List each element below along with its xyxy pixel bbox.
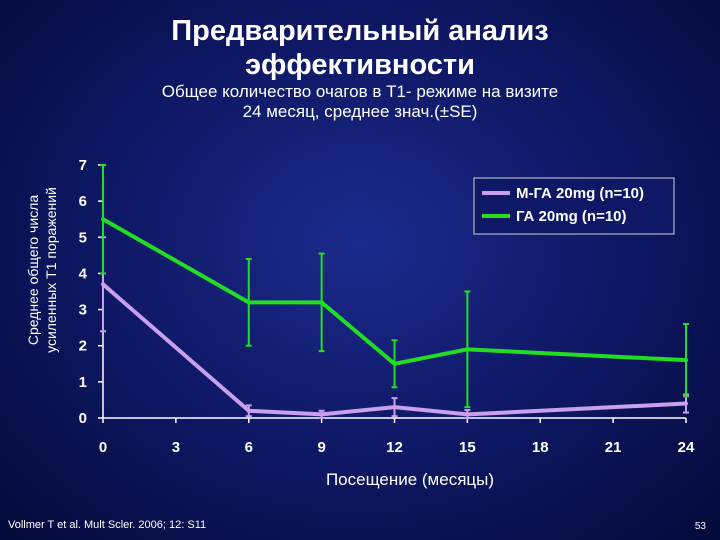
- y-tick-label: 4: [79, 265, 88, 282]
- title-line-2: эффективности: [245, 49, 475, 81]
- x-tick-label: 0: [99, 439, 107, 456]
- subtitle-line-1: Общее количество очагов в Т1- режиме на …: [161, 82, 559, 101]
- data-point: [465, 412, 470, 417]
- y-axis-label-line-2: усиленных Т1 поражений: [43, 187, 59, 353]
- series-line-2: [102, 217, 687, 366]
- subtitle-line-2: 24 месяц, среднее знач.(±SE): [242, 102, 478, 121]
- series-line-1: [101, 282, 687, 417]
- y-tick-label: 1: [79, 374, 87, 391]
- y-tick-label: 5: [79, 229, 87, 246]
- legend-label-2: ГА 20mg (n=10): [516, 208, 627, 225]
- data-point: [684, 358, 688, 363]
- data-point: [392, 361, 397, 366]
- chart-subtitle: Общее количество очагов в Т1- режиме на …: [90, 82, 630, 122]
- data-point: [246, 408, 251, 413]
- y-tick-label: 3: [79, 302, 87, 319]
- source-citation: Vollmer T et al. Mult Scler. 2006; 12: S…: [8, 519, 207, 531]
- x-tick-label: 9: [317, 439, 325, 456]
- data-point: [392, 405, 397, 410]
- data-point: [319, 412, 324, 417]
- x-axis-label: Посещение (месяцы): [325, 470, 495, 489]
- data-point: [684, 401, 688, 406]
- y-tick-label: 6: [79, 193, 87, 210]
- y-tick-label: 0: [79, 410, 87, 427]
- x-tick-label: 3: [172, 439, 180, 456]
- data-point: [319, 300, 324, 305]
- legend-label-1: М-ГА 20mg (n=10): [516, 185, 644, 202]
- slide-title: Предварительный анализ эффективности: [0, 14, 720, 82]
- y-axis-label-line-1: Среднее общего числа: [25, 194, 41, 346]
- data-point: [246, 300, 251, 305]
- y-tick-label: 7: [79, 157, 87, 174]
- x-tick-label: 12: [386, 439, 403, 456]
- page-number: 53: [694, 521, 706, 532]
- x-tick-label: 15: [459, 439, 476, 456]
- title-line-1: Предварительный анализ: [171, 15, 549, 47]
- data-point: [101, 282, 105, 287]
- y-tick-label: 2: [79, 338, 87, 355]
- x-tick-label: 21: [605, 439, 622, 456]
- legend-box: [473, 177, 675, 235]
- data-point: [101, 217, 105, 222]
- y-axis-label: Среднее общего числа усиленных Т1 пораже…: [24, 140, 64, 400]
- x-tick-label: 18: [532, 439, 549, 456]
- data-point: [465, 347, 470, 352]
- x-tick-label: 6: [245, 439, 253, 456]
- x-tick-label: 24: [678, 439, 695, 456]
